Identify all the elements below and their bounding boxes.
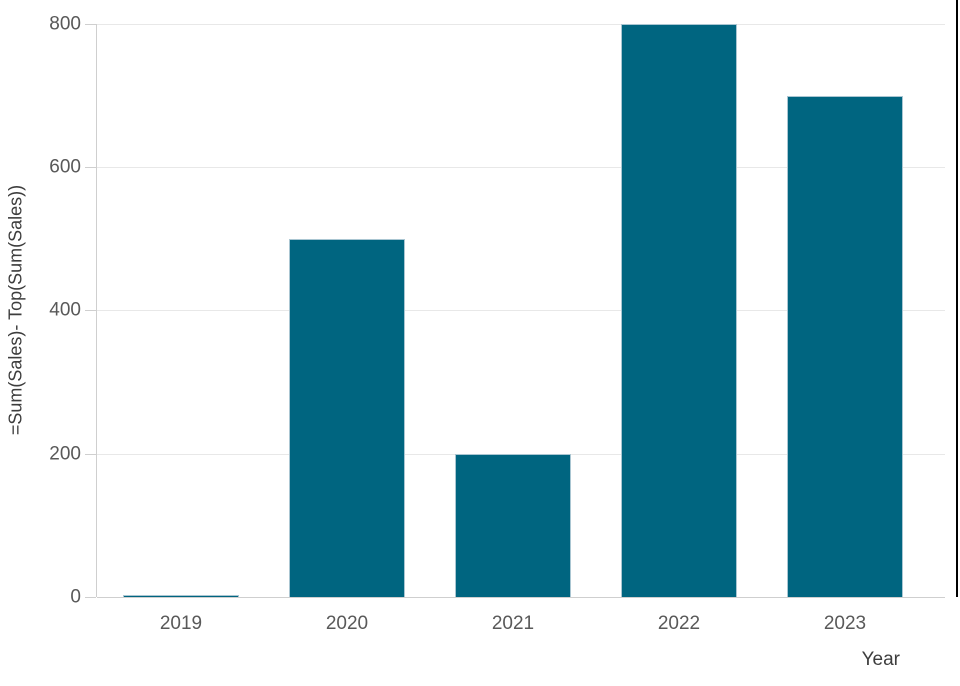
y-tick-mark-800 (85, 24, 96, 25)
y-tick-mark-0 (85, 597, 96, 598)
bar-2019[interactable] (123, 595, 239, 597)
x-axis-line (97, 597, 945, 598)
x-tick-label-2020: 2020 (325, 613, 369, 634)
gridline-600 (97, 167, 945, 168)
y-axis-line (96, 24, 97, 597)
y-tick-label-0: 0 (70, 586, 81, 608)
bar-2022[interactable] (621, 24, 737, 597)
x-tick-label-2021: 2021 (491, 613, 535, 634)
x-tick-label-2023: 2023 (823, 613, 867, 634)
y-tick-mark-200 (85, 454, 96, 455)
y-tick-label-400: 400 (49, 299, 81, 321)
x-tick-label-2019: 2019 (159, 613, 203, 634)
bar-2023[interactable] (787, 96, 903, 597)
y-tick-mark-400 (85, 310, 96, 311)
bar-2020[interactable] (289, 239, 405, 597)
window-edge-line (956, 0, 958, 597)
gridline-800 (97, 24, 945, 25)
x-axis-title: Year (861, 649, 900, 670)
y-tick-label-800: 800 (49, 13, 81, 35)
y-tick-label-600: 600 (49, 156, 81, 178)
bar-2021[interactable] (455, 454, 571, 597)
y-tick-label-200: 200 (49, 443, 81, 465)
y-axis-title: =Sum(Sales)- Top(Sum(Sales)) (5, 184, 26, 436)
gridline-400 (97, 310, 945, 311)
x-tick-label-2022: 2022 (657, 613, 701, 634)
y-tick-mark-600 (85, 167, 96, 168)
